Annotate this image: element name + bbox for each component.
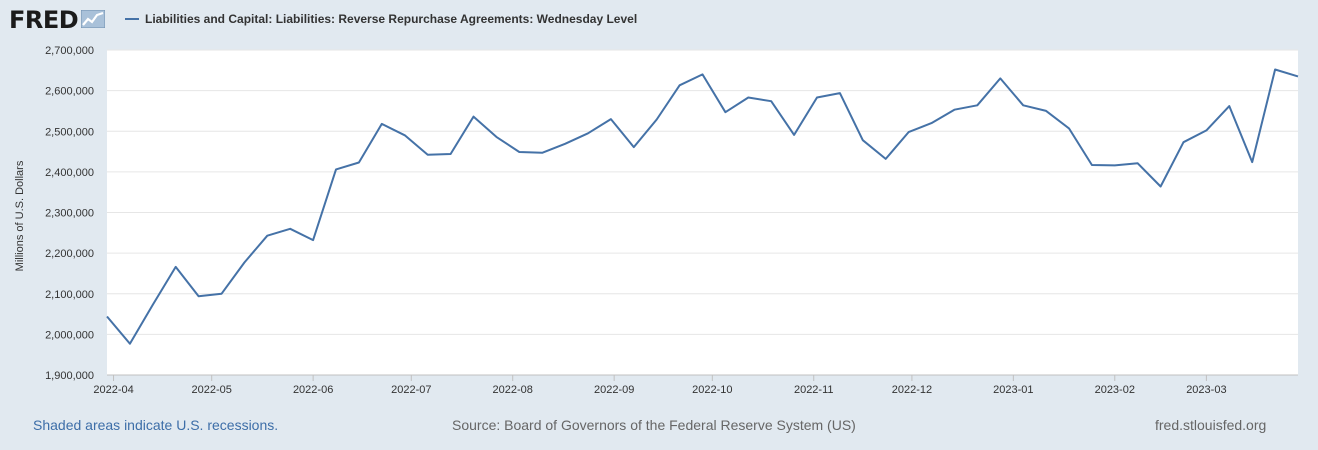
data-point [563,142,567,146]
data-point [655,118,659,122]
data-point [838,91,842,95]
data-point [220,292,224,296]
data-point [1090,163,1094,167]
x-tick-label: 2023-01 [993,384,1033,396]
data-point [1227,104,1231,108]
y-tick-label: 1,900,000 [45,370,94,382]
x-tick-label: 2022-08 [493,384,533,396]
x-tick-label: 2023-02 [1095,384,1135,396]
data-point [197,294,201,298]
data-point [701,72,705,76]
data-point [105,315,109,319]
data-point [1136,161,1140,165]
data-point [128,342,132,346]
data-point [815,96,819,100]
y-tick-label: 2,100,000 [45,289,94,301]
data-point [678,83,682,87]
data-point [174,265,178,269]
series-line[interactable] [106,68,1299,345]
data-point [403,133,407,137]
x-tick-label: 2022-04 [93,384,133,396]
chart-legend[interactable]: Liabilities and Capital: Liabilities: Re… [125,12,637,26]
data-point [357,161,361,165]
x-tick-label: 2022-07 [391,384,431,396]
data-point [792,133,796,137]
data-point [265,234,269,238]
y-tick-label: 2,200,000 [45,248,94,260]
data-point [861,138,865,142]
data-point [380,122,384,126]
data-point [242,261,246,265]
y-tick-label: 2,600,000 [45,86,94,98]
legend-swatch [125,18,139,20]
x-tick-label: 2022-12 [892,384,932,396]
data-point [334,167,338,171]
data-point [1296,74,1300,78]
data-point [426,153,430,157]
fred-site-link[interactable]: fred.stlouisfed.org [1155,417,1267,433]
x-tick-label: 2022-06 [293,384,333,396]
y-tick-label: 2,000,000 [45,329,94,341]
legend-series-label: Liabilities and Capital: Liabilities: Re… [145,12,638,26]
data-point [151,303,155,307]
data-point [494,135,498,139]
data-point [517,150,521,154]
y-tick-label: 2,700,000 [45,45,94,57]
x-tick-label: 2022-09 [594,384,634,396]
data-point [998,76,1002,80]
data-point [586,131,590,135]
x-tick-label: 2022-10 [692,384,732,396]
data-point [1159,185,1163,189]
source-note: Source: Board of Governors of the Federa… [452,417,856,433]
data-point [1021,103,1025,107]
data-point [449,152,453,156]
data-point [540,151,544,155]
y-axis-title-wrap: Millions of U.S. Dollars [14,161,125,272]
data-point [609,117,613,121]
data-point [1044,109,1048,113]
y-tick-label: 2,300,000 [45,208,94,220]
recessions-note[interactable]: Shaded areas indicate U.S. recessions. [33,417,279,433]
data-point [975,103,979,107]
data-point [746,96,750,100]
fred-logo-text: FRED [9,6,79,34]
data-point [930,121,934,125]
y-tick-label: 2,400,000 [45,167,94,179]
data-point [723,110,727,114]
x-tick-label: 2023-03 [1186,384,1226,396]
data-point [1182,140,1186,144]
data-point [884,157,888,161]
x-tick-label: 2022-05 [192,384,232,396]
data-point [769,99,773,103]
data-point [952,108,956,112]
data-point [1113,163,1117,167]
y-axis-title: Millions of U.S. Dollars [14,160,26,272]
data-point [288,227,292,231]
data-point [472,115,476,119]
data-point [1250,160,1254,164]
y-tick-label: 2,500,000 [45,126,94,138]
data-point [1204,128,1208,132]
data-point [1067,126,1071,130]
data-point [907,130,911,134]
x-tick-label: 2022-11 [794,384,834,396]
data-point [311,238,315,242]
data-point [632,145,636,149]
data-point [1273,68,1277,72]
